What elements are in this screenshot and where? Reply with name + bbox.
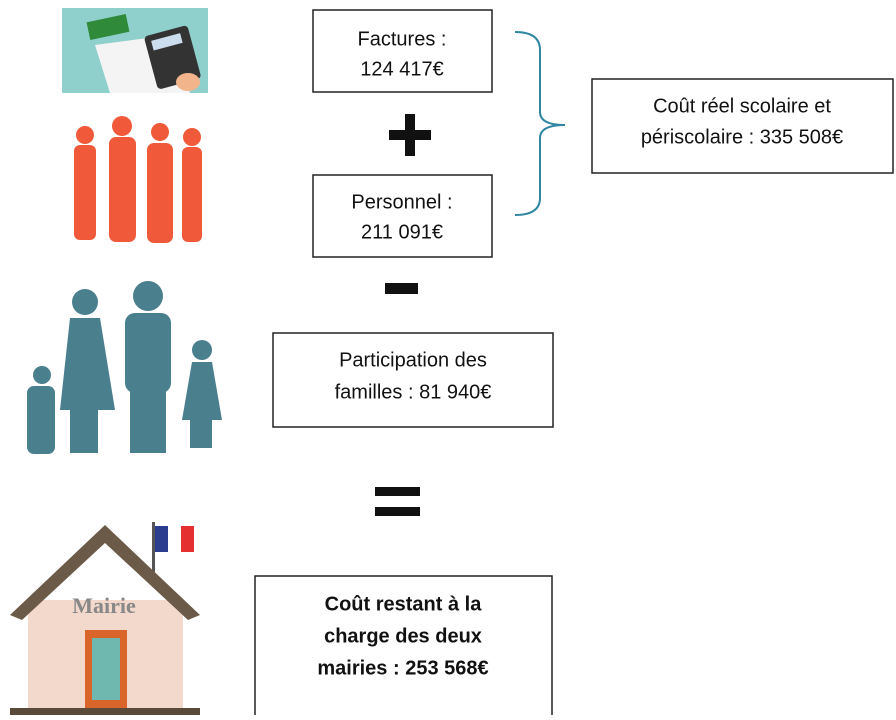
plus: [405, 114, 415, 156]
box: [312, 9, 493, 93]
box-text: Participation des: [339, 349, 487, 371]
box: [312, 174, 493, 258]
staff-icon: [74, 116, 202, 243]
minus: [385, 283, 418, 294]
invoice-icon: [62, 8, 208, 93]
box-text: Personnel :: [351, 191, 452, 213]
box-text: charge des deux: [324, 625, 482, 647]
box: [591, 78, 894, 174]
equals: [375, 507, 420, 516]
box-text: 211 091€: [361, 221, 443, 243]
box: [254, 575, 553, 720]
box: [272, 332, 554, 428]
house-icon: Mairie: [10, 522, 200, 715]
box-text: périscolaire : 335 508€: [641, 126, 843, 148]
box-text: Factures :: [358, 28, 447, 50]
box-text: Coût restant à la: [325, 593, 483, 615]
box-text: familles : 81 940€: [335, 381, 492, 403]
box-text: mairies : 253 568€: [317, 657, 488, 679]
family-icon: [27, 281, 222, 454]
equals: [375, 487, 420, 496]
house-label: Mairie: [72, 593, 136, 618]
box-text: 124 417€: [360, 58, 443, 80]
brace: [514, 31, 566, 216]
box-text: Coût réel scolaire et: [653, 95, 831, 117]
